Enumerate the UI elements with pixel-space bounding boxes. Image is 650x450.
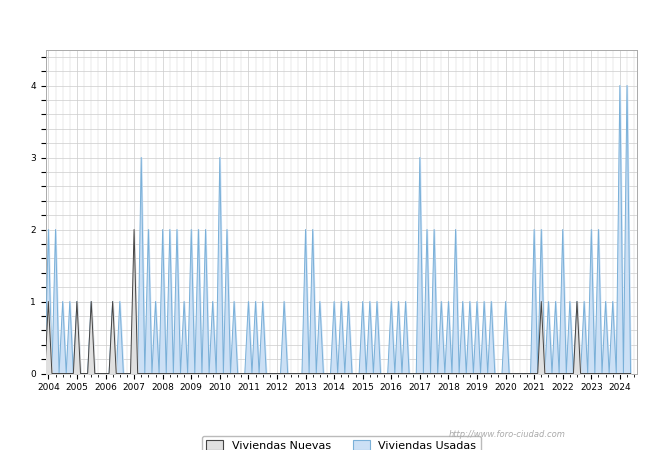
Text: http://www.foro-ciudad.com: http://www.foro-ciudad.com — [448, 430, 566, 439]
Text: Quintana y Congosto - Evolucion del Nº de Transacciones Inmobiliarias: Quintana y Congosto - Evolucion del Nº d… — [60, 14, 590, 27]
Legend: Viviendas Nuevas, Viviendas Usadas: Viviendas Nuevas, Viviendas Usadas — [202, 436, 481, 450]
